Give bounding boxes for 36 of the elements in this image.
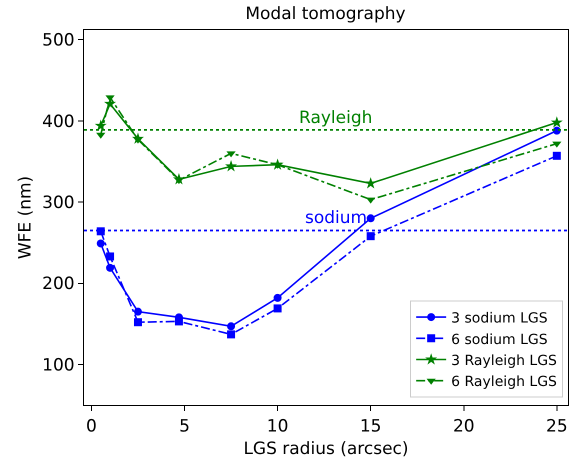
point (274, 294, 282, 302)
legend-label: 6 sodium LGS (451, 332, 548, 348)
legend-label: 3 Rayleigh LGS (451, 352, 558, 369)
x-tick-label: 0 (86, 416, 97, 436)
point (106, 252, 114, 260)
ref-line-label: sodium (305, 208, 368, 228)
x-tick-label: 10 (266, 416, 288, 436)
point (552, 152, 561, 160)
x-tick-label: 15 (360, 416, 382, 436)
point (227, 322, 236, 330)
x-tick-label: 25 (546, 416, 568, 436)
point (227, 330, 236, 338)
y-tick-label: 200 (42, 274, 75, 294)
point (174, 317, 183, 326)
x-axis-title: LGS radius (arcsec) (243, 438, 409, 459)
x-tick-label: 5 (179, 416, 190, 436)
point (106, 264, 114, 272)
point (366, 232, 375, 240)
point (225, 160, 238, 172)
point (96, 239, 105, 248)
y-tick-label: 300 (42, 193, 75, 214)
ref-line-label: Rayleigh (299, 108, 372, 128)
point (134, 318, 142, 326)
point (274, 304, 282, 312)
x-tick-label: 20 (452, 416, 475, 436)
y-tick-label: 100 (42, 355, 75, 376)
y-tick-label: 500 (42, 30, 75, 51)
legend-label: 6 Rayleigh LGS (451, 374, 558, 390)
point (134, 308, 142, 316)
legend-label: 3 sodium LGS (451, 310, 548, 327)
point (366, 214, 375, 222)
point (364, 177, 377, 189)
y-tick-label: 400 (42, 112, 75, 132)
chart-title: Modal tomography (245, 4, 406, 24)
y-axis-title: WFE (nm) (16, 176, 36, 260)
point (550, 116, 563, 128)
